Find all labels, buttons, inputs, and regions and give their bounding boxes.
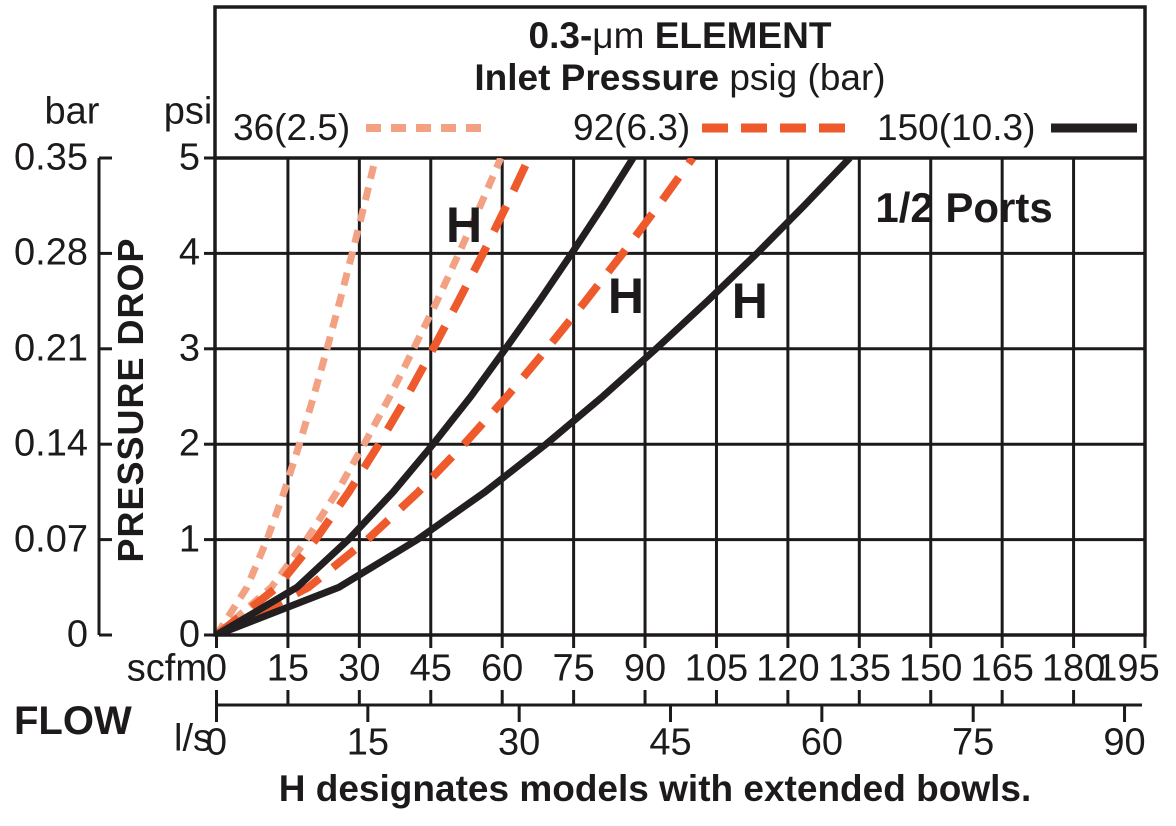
bar-tick-label: 0.07 bbox=[14, 518, 88, 561]
legend-swatch-solid bbox=[1051, 123, 1138, 133]
bar-axis-header: bar bbox=[44, 90, 100, 133]
bar-tick-label: 0.14 bbox=[14, 422, 88, 465]
psi-tick-label: 2 bbox=[178, 422, 200, 465]
bar-tick-label: 0 bbox=[66, 613, 88, 656]
curve-92-6-3- bbox=[216, 158, 533, 635]
chart-outer-border bbox=[213, 5, 1147, 637]
scfm-tick-label: 150 bbox=[899, 647, 963, 690]
legend-swatch-dotted bbox=[366, 124, 489, 132]
scfm-axis-header: scfm bbox=[126, 647, 207, 690]
title-bold-prefix: 0.3- bbox=[528, 15, 593, 56]
h-label: H bbox=[446, 196, 483, 253]
ls-tick-label: 15 bbox=[346, 721, 389, 764]
ls-tick-label: 60 bbox=[800, 721, 843, 764]
psi-tick-label: 0 bbox=[178, 613, 200, 656]
scfm-tick-label: 90 bbox=[623, 647, 667, 690]
curve-36-2-5- bbox=[216, 158, 379, 635]
ls-axis-header: l/s bbox=[174, 717, 212, 760]
h-label: H bbox=[607, 268, 645, 325]
subtitle-normal: psig (bar) bbox=[719, 57, 886, 98]
curve-36-2-5-H bbox=[216, 158, 505, 635]
ls-tick-label: 75 bbox=[952, 721, 995, 764]
psi-tick-label: 4 bbox=[178, 231, 200, 274]
pressure-drop-axis-label: PRESSURE DROP bbox=[110, 237, 151, 563]
scfm-tick-label: 165 bbox=[970, 647, 1034, 690]
legend-item-150: 150(10.3) bbox=[877, 107, 1139, 148]
scfm-tick-label: 105 bbox=[684, 647, 749, 690]
ls-tick-label: 45 bbox=[649, 721, 692, 764]
legend-item-36: 36(2.5) bbox=[233, 107, 492, 148]
psi-tick-label: 3 bbox=[178, 327, 200, 370]
psi-tick-label: 5 bbox=[178, 136, 200, 179]
scfm-tick-label: 60 bbox=[481, 647, 524, 690]
ls-tick-label: 0 bbox=[205, 721, 228, 764]
scfm-tick-label: 195 bbox=[1096, 647, 1160, 690]
legend-item-92: 92(6.3) bbox=[573, 107, 852, 148]
psi-tick-label: 1 bbox=[178, 518, 200, 561]
flow-axis-label: FLOW bbox=[14, 699, 132, 743]
chart-subtitle: Inlet Pressure psig (bar) bbox=[215, 57, 1145, 99]
curve-150-10-3-H bbox=[216, 158, 853, 635]
bar-tick-label: 0.28 bbox=[14, 231, 88, 274]
legend-label-92: 92(6.3) bbox=[573, 107, 691, 148]
scfm-tick-label: 135 bbox=[827, 647, 891, 690]
psi-axis-header: psi bbox=[163, 90, 213, 133]
title-mu: μm bbox=[592, 15, 645, 56]
ls-tick-label: 90 bbox=[1103, 721, 1146, 764]
bar-tick-label: 0.21 bbox=[14, 327, 88, 370]
ls-tick-label: 30 bbox=[498, 721, 541, 764]
scfm-tick-label: 120 bbox=[756, 647, 820, 690]
scfm-tick-label: 30 bbox=[338, 647, 381, 690]
legend-label-150: 150(10.3) bbox=[877, 107, 1036, 148]
chart-title: 0.3-μm ELEMENT bbox=[215, 15, 1145, 57]
h-label: H bbox=[731, 273, 768, 330]
subtitle-bold: Inlet Pressure bbox=[474, 57, 720, 98]
scfm-tick-label: 15 bbox=[266, 647, 310, 690]
scfm-tick-label: 45 bbox=[409, 647, 452, 690]
curve-92-6-3-H bbox=[216, 158, 696, 635]
legend-swatch-dashed bbox=[702, 123, 851, 133]
bar-tick-label: 0.35 bbox=[14, 136, 88, 179]
legend-label-36: 36(2.5) bbox=[233, 107, 351, 148]
scfm-tick-label: 180 bbox=[1041, 647, 1106, 690]
half-inch-ports-annotation: 1/2 Ports bbox=[875, 183, 1053, 231]
caption: H designates models with extended bowls. bbox=[278, 768, 1032, 809]
scfm-tick-label: 75 bbox=[552, 647, 595, 690]
title-bold-suffix: ELEMENT bbox=[644, 15, 832, 56]
curve-150-10-3- bbox=[216, 158, 637, 635]
scfm-tick-label: 0 bbox=[205, 647, 228, 690]
